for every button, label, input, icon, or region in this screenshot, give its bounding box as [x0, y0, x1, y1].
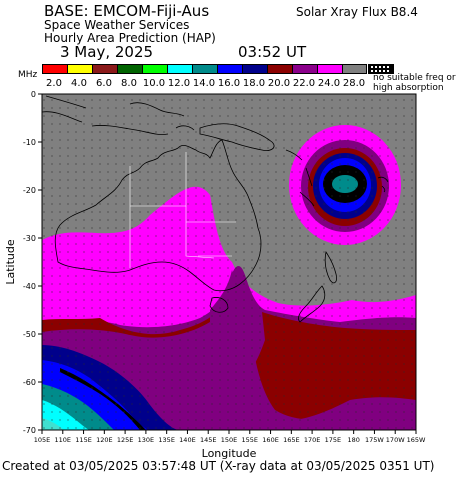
- lat-tick-label: -30: [23, 234, 36, 243]
- legend-label: 6.0: [96, 78, 112, 89]
- lon-tick-label: 160E: [262, 436, 279, 444]
- lon-tick-label: 105E: [34, 436, 51, 444]
- legend-swatch-2-0: [42, 64, 67, 74]
- lon-tick-label: 175E: [325, 436, 342, 444]
- lon-tick-label: 165W: [407, 436, 426, 444]
- legend-label: 16.0: [217, 78, 241, 89]
- legend-swatch-4-0: [67, 64, 92, 74]
- legend-label: 22.0: [292, 78, 316, 89]
- xray-flux: Solar Xray Flux B8.4: [296, 5, 418, 19]
- lat-tick-label: -60: [23, 378, 36, 387]
- map-plot-area: [42, 94, 416, 430]
- lat-tick-label: -70: [23, 426, 36, 435]
- legend-unit: MHz: [18, 70, 38, 80]
- x-axis-title: Longitude: [202, 447, 257, 460]
- state-borders: [129, 152, 236, 268]
- legend-swatch-28-0: [342, 64, 367, 74]
- legend-label: 24.0: [317, 78, 341, 89]
- coast-tasmania: [209, 297, 229, 313]
- lon-tick-label: 180: [347, 436, 359, 444]
- coast-new-guinea: [199, 123, 275, 151]
- lon-tick-label: 120E: [96, 436, 113, 444]
- legend-label: 2.0: [46, 78, 62, 89]
- lat-tick-label: 0: [31, 90, 36, 99]
- coast-indonesia: [42, 95, 195, 135]
- service-name: Space Weather Services: [44, 18, 190, 32]
- coast-new-zealand: [298, 250, 337, 323]
- legend-label: 28.0: [342, 78, 366, 89]
- legend-swatch-16-0: [217, 64, 242, 74]
- legend-swatches: [42, 64, 367, 74]
- legend-label: 4.0: [71, 78, 87, 89]
- lon-tick-label: 125E: [117, 436, 134, 444]
- footer-created: Created at 03/05/2025 03:57:48 UT (X-ray…: [2, 459, 435, 473]
- latitude-ticks: 0 -10 -20 -30 -40 -50 -60 -70: [23, 90, 42, 435]
- legend-swatch-22-0: [292, 64, 317, 74]
- lat-tick-label: -20: [23, 186, 36, 195]
- lon-tick-label: 135E: [158, 436, 175, 444]
- lon-tick-label: 115E: [75, 436, 92, 444]
- legend-swatch-6-0: [92, 64, 117, 74]
- legend-note-line1: no suitable freq or: [373, 73, 456, 83]
- legend-swatch-24-0: [317, 64, 342, 74]
- lon-tick-label: 165E: [283, 436, 300, 444]
- legend-label: 20.0: [267, 78, 291, 89]
- product-name: Hourly Area Prediction (HAP): [44, 31, 216, 45]
- legend-swatch-12-0: [167, 64, 192, 74]
- lon-tick-label: 145E: [200, 436, 217, 444]
- lat-tick-label: -50: [23, 330, 36, 339]
- legend-swatch-18-0: [242, 64, 267, 74]
- y-axis-title: Latitude: [4, 239, 17, 285]
- map-grid: [42, 94, 416, 430]
- lon-tick-label: 170W: [386, 436, 405, 444]
- forecast-time: 03:52 UT: [238, 43, 307, 61]
- lon-tick-label: 110E: [55, 436, 72, 444]
- longitude-ticks: 105E 110E 115E 120E 125E 130E 135E 140E 145E 150E…: [34, 430, 426, 444]
- legend-label: 12.0: [167, 78, 191, 89]
- coast-fiji: [377, 176, 389, 193]
- legend-label: 8.0: [121, 78, 137, 89]
- base-title: BASE: EMCOM-Fiji-Aus: [44, 2, 210, 20]
- legend-label: 14.0: [192, 78, 216, 89]
- legend-swatch-14-0: [192, 64, 217, 74]
- legend-label: 18.0: [242, 78, 266, 89]
- lon-tick-label: 175W: [365, 436, 384, 444]
- lat-tick-label: -40: [23, 282, 36, 291]
- lon-tick-label: 150E: [221, 436, 238, 444]
- legend-swatch-10-0: [142, 64, 167, 74]
- legend-label: 10.0: [142, 78, 166, 89]
- lon-tick-label: 155E: [242, 436, 259, 444]
- legend-swatch-8-0: [117, 64, 142, 74]
- lon-tick-label: 170E: [304, 436, 321, 444]
- coastlines: [42, 95, 389, 323]
- forecast-date: 3 May, 2025: [60, 43, 154, 61]
- legend-note-line2: high absorption: [373, 83, 444, 93]
- lon-tick-label: 130E: [138, 436, 155, 444]
- coast-pacific-islands: [285, 149, 315, 207]
- legend-swatch-20-0: [267, 64, 292, 74]
- coast-australia: [54, 139, 262, 292]
- lon-tick-label: 140E: [179, 436, 196, 444]
- lat-tick-label: -10: [23, 138, 36, 147]
- legend-nodata-swatch: [368, 64, 394, 74]
